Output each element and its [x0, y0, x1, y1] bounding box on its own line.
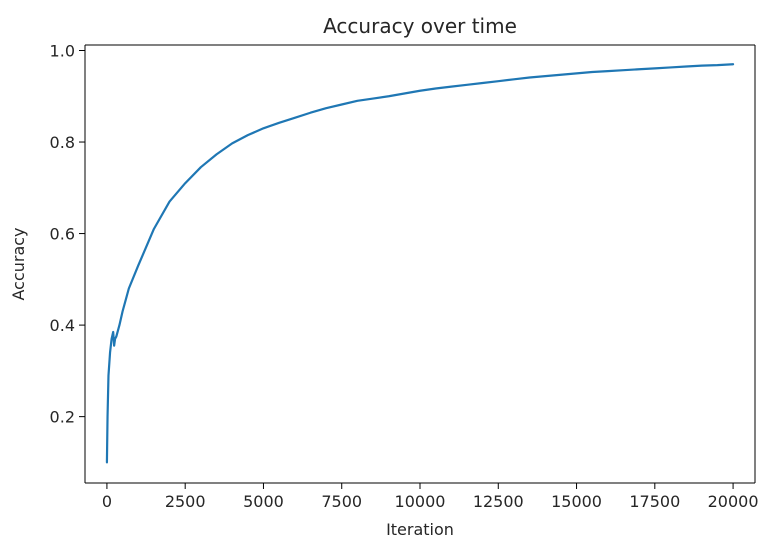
y-tick-label: 0.6 [50, 225, 75, 244]
x-tick-label: 7500 [321, 492, 362, 511]
x-tick-label: 17500 [629, 492, 680, 511]
y-axis-label: Accuracy [9, 227, 28, 300]
x-tick-label: 20000 [708, 492, 759, 511]
x-tick-label: 0 [102, 492, 112, 511]
x-tick-label: 5000 [243, 492, 284, 511]
accuracy-series-line [105, 63, 735, 464]
y-tick-label: 0.2 [50, 408, 75, 427]
y-axis-ticks: 0.2 0.4 0.6 0.8 1.0 [50, 41, 85, 427]
x-tick-label: 12500 [473, 492, 524, 511]
x-axis-label: Iteration [386, 520, 454, 539]
y-tick-label: 0.4 [50, 316, 75, 335]
y-tick-label: 1.0 [50, 41, 75, 60]
chart-title: Accuracy over time [323, 14, 517, 38]
x-tick-label: 15000 [551, 492, 602, 511]
x-tick-label: 10000 [395, 492, 446, 511]
x-axis-ticks: 0 2500 5000 7500 10000 12500 15000 17500 20000 [102, 483, 759, 511]
y-tick-label: 0.8 [50, 133, 75, 152]
x-tick-label: 2500 [165, 492, 206, 511]
plot-area [85, 45, 755, 483]
